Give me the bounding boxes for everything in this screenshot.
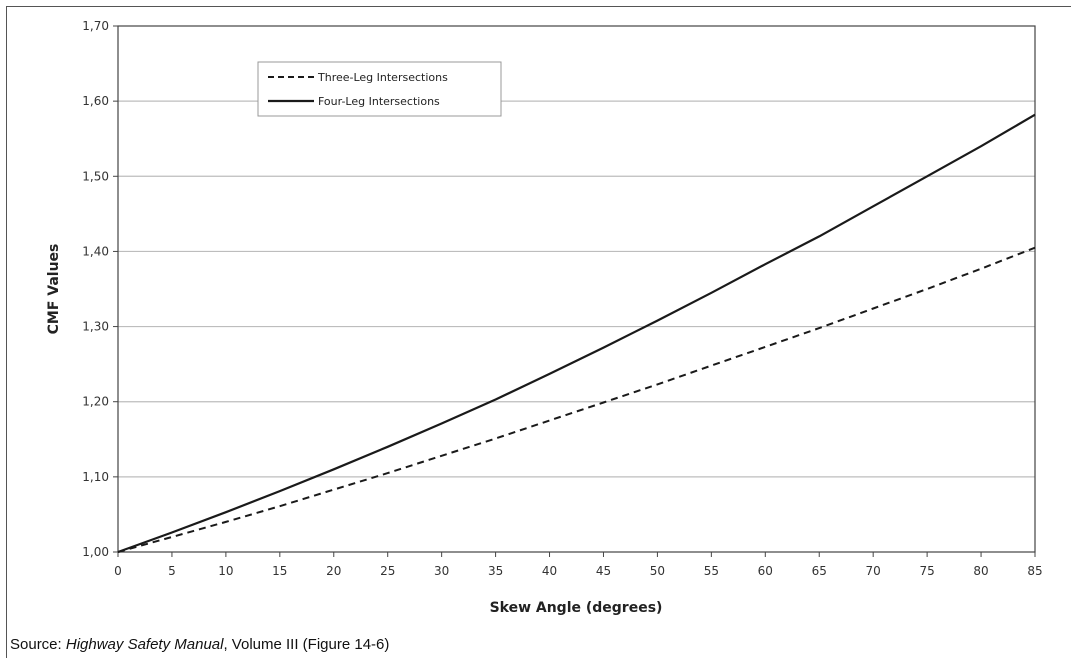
figure-frame [6, 6, 1071, 658]
x-tick-label: 80 [973, 564, 988, 578]
x-tick-label: 15 [272, 564, 287, 578]
x-tick-label: 75 [919, 564, 934, 578]
legend-label-three-leg: Three-Leg Intersections [317, 71, 448, 84]
x-tick-label: 25 [380, 564, 395, 578]
x-tick-label: 85 [1027, 564, 1042, 578]
x-tick-label: 55 [704, 564, 719, 578]
source-caption: Source: Highway Safety Manual, Volume II… [10, 636, 389, 653]
x-tick-label: 5 [168, 564, 176, 578]
series-line-three-leg [117, 246, 1036, 553]
legend-label-four-leg: Four-Leg Intersections [318, 95, 440, 108]
plot-area [117, 25, 1036, 553]
x-tick-label: 30 [434, 564, 449, 578]
x-tick-label: 65 [812, 564, 827, 578]
y-tick-label: 1,40 [82, 244, 109, 258]
chart: 1,00 1,10 1,20 1,30 1,40 1,50 1,60 1,70 0 5 10 15 2… [46, 19, 1043, 616]
x-tick-label: 70 [866, 564, 881, 578]
x-tick-labels: 0 5 10 15 20 25 30 35 40 45 50 55 60 65 70 75 80 85 [114, 564, 1042, 578]
series-lines [117, 113, 1036, 554]
gridlines [113, 25, 1036, 557]
source-title: Highway Safety Manual [65, 636, 224, 653]
x-tick-label: 10 [218, 564, 233, 578]
x-tick-label: 20 [326, 564, 341, 578]
y-tick-label: 1,70 [82, 19, 109, 33]
y-tick-label: 1,50 [82, 169, 109, 183]
series-line-four-leg [117, 113, 1036, 554]
source-suffix: , Volume III (Figure 14-6) [223, 636, 390, 653]
x-tick-label: 60 [758, 564, 773, 578]
y-tick-label: 1,00 [82, 545, 109, 559]
x-tick-label: 50 [650, 564, 665, 578]
y-tick-labels: 1,00 1,10 1,20 1,30 1,40 1,50 1,60 1,70 [82, 19, 109, 559]
y-tick-label: 1,60 [82, 94, 109, 108]
y-tick-label: 1,10 [82, 470, 109, 484]
x-tick-label: 35 [488, 564, 503, 578]
x-tick-label: 0 [114, 564, 122, 578]
x-tick-label: 40 [542, 564, 557, 578]
y-axis-title: CMF Values [46, 244, 62, 335]
x-tick-label: 45 [596, 564, 611, 578]
legend: Three-Leg Intersections Four-Leg Interse… [257, 61, 502, 117]
source-prefix: Source: [10, 636, 66, 653]
x-axis-title: Skew Angle (degrees) [490, 600, 663, 616]
legend-box [257, 61, 502, 117]
y-tick-label: 1,20 [82, 395, 109, 409]
y-tick-label: 1,30 [82, 320, 109, 334]
